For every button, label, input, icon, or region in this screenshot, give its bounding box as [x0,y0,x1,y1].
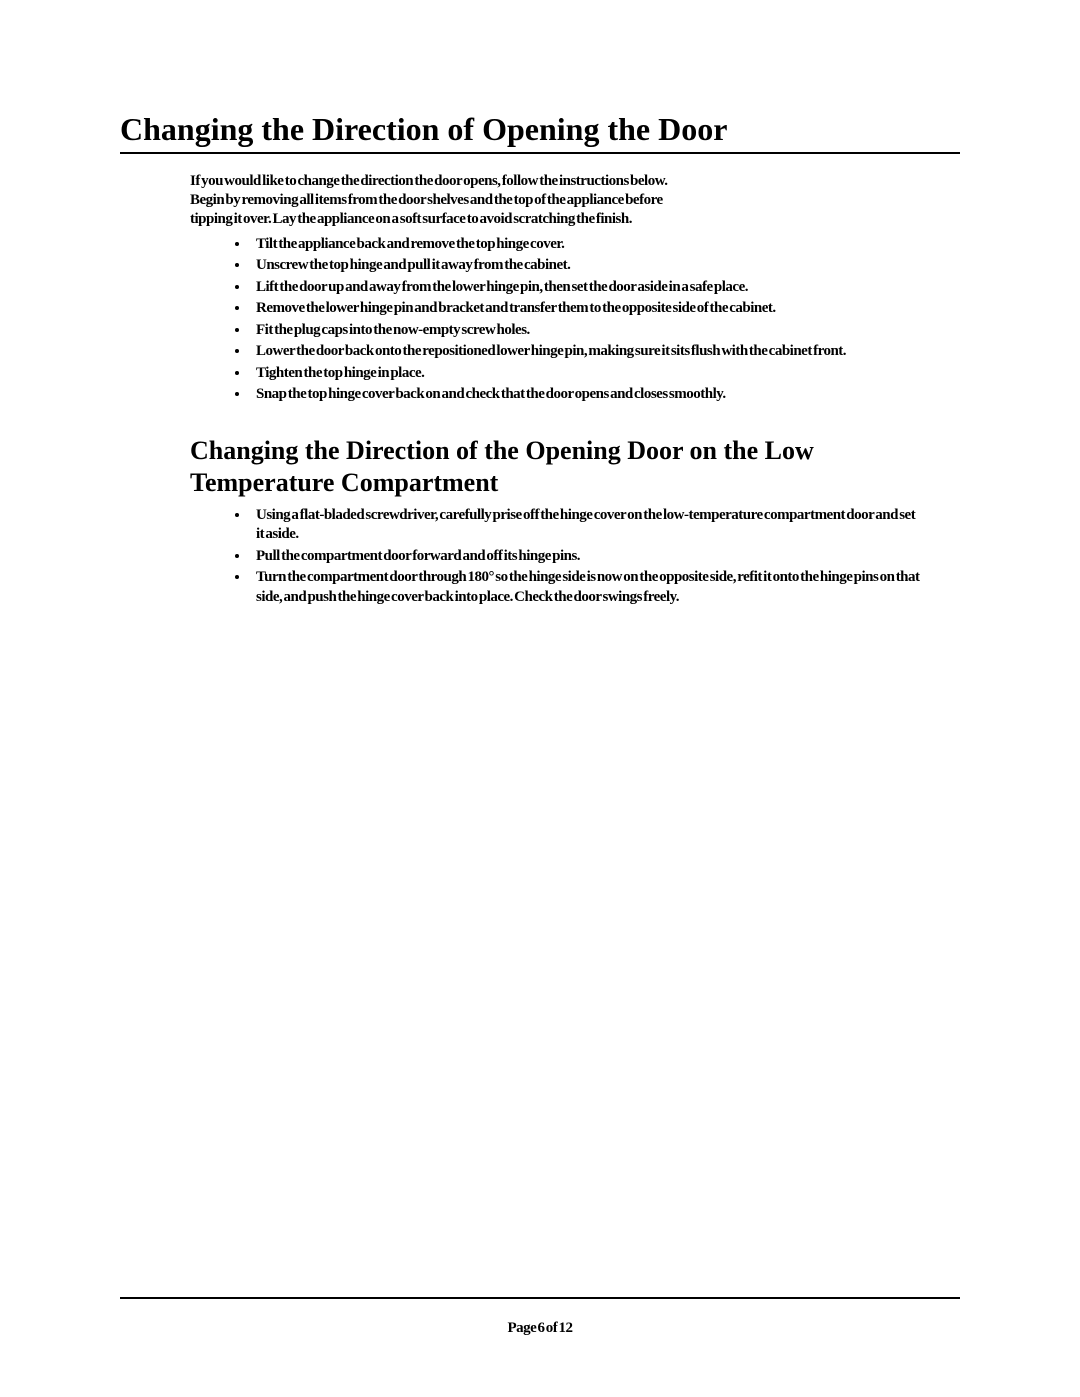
page: Changing the Direction of Opening the Do… [0,0,1080,1397]
title-underline [120,152,960,154]
page-number: Page 6 of 12 [0,1320,1080,1337]
main-steps-list: Tilt the appliance back and remove the t… [190,235,960,407]
footer-rule [120,1297,960,1299]
list-item: Using a flat-bladed screwdriver, careful… [250,506,960,547]
page-title: Changing the Direction of Opening the Do… [120,110,960,148]
intro-line: tipping it over. Lay the appliance on a … [190,210,920,229]
sub-steps-list: Using a flat-bladed screwdriver, careful… [190,506,960,610]
list-item: Remove the lower hinge pin and bracket a… [250,299,960,321]
list-item: Fit the plug caps into the now-empty scr… [250,321,960,343]
list-item: Snap the top hinge cover back on and che… [250,385,960,407]
list-item: Turn the compartment door through 180° s… [250,568,960,609]
list-item: Tighten the top hinge in place. [250,364,960,386]
list-item: Lift the door up and away from the lower… [250,278,960,300]
intro-line: Begin by removing all items from the doo… [190,191,920,210]
intro-line: If you would like to change the directio… [190,172,920,191]
list-item: Tilt the appliance back and remove the t… [250,235,960,257]
list-item: Lower the door back onto the repositione… [250,342,960,364]
subheading: Changing the Direction of the Opening Do… [190,435,960,500]
intro-paragraph: If you would like to change the directio… [190,172,920,228]
list-item: Unscrew the top hinge and pull it away f… [250,256,960,278]
list-item: Pull the compartment door forward and of… [250,547,960,569]
